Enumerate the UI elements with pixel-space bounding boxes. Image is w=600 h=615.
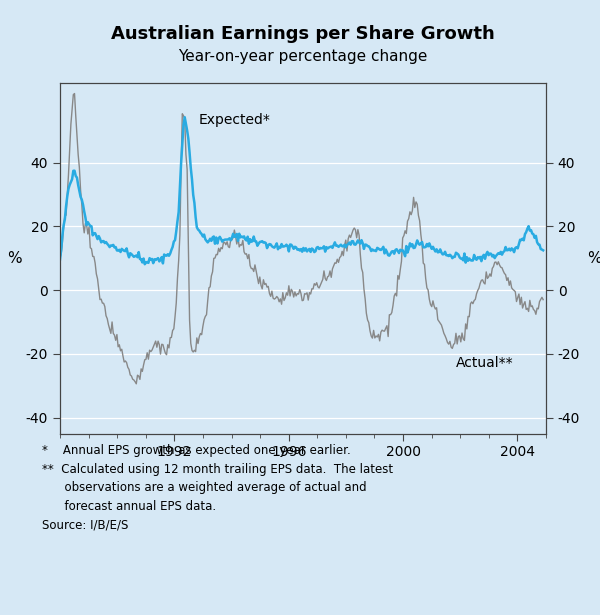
Y-axis label: %: % [587,251,600,266]
Text: *    Annual EPS growth as expected one year earlier.
**  Calculated using 12 mon: * Annual EPS growth as expected one year… [42,444,393,531]
Text: Australian Earnings per Share Growth: Australian Earnings per Share Growth [111,25,495,42]
Text: Expected*: Expected* [199,113,271,127]
Text: Year-on-year percentage change: Year-on-year percentage change [178,49,428,64]
Y-axis label: %: % [7,251,22,266]
Text: Actual**: Actual** [456,355,514,370]
